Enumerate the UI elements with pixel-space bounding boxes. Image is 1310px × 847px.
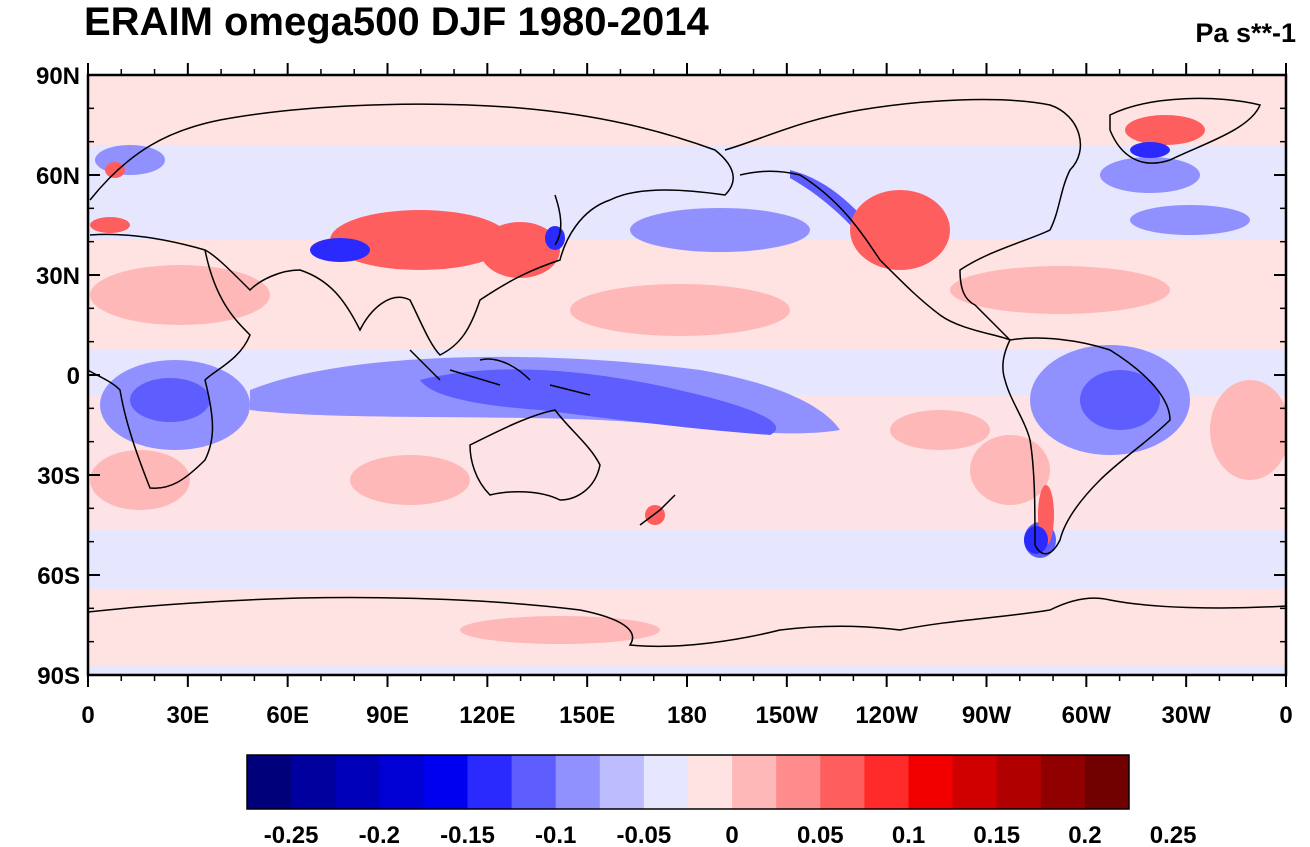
lat-tick-label: 30S: [37, 463, 80, 490]
colorbar-label: 0.25: [1150, 822, 1197, 847]
axis-ticks: [87, 63, 1287, 687]
map-title: ERAIM omega500 DJF 1980-2014: [84, 0, 709, 44]
colorbar-swatch: [952, 755, 998, 809]
lat-tick-label: 60N: [36, 163, 80, 190]
colorbar-swatch: [247, 755, 292, 809]
lon-tick-label: 150W: [755, 702, 818, 729]
colorbar-label: -0.15: [440, 822, 495, 847]
lat-tick-label: 60S: [37, 563, 80, 590]
coastlines: [88, 97, 1286, 648]
colorbar-label: 0.2: [1068, 822, 1101, 847]
colorbar-frame: [246, 754, 1130, 810]
lon-tick-label: 120W: [855, 702, 918, 729]
lon-tick-label: 30W: [1161, 702, 1211, 729]
lat-tick-label: 90S: [37, 663, 80, 690]
colorbar-swatch: [467, 755, 513, 809]
colorbar-swatch: [1084, 755, 1130, 809]
colorbar: -0.25 -0.2 -0.15 -0.1 -0.05 0 0.05 0.1 0.15 0.2 0.…: [246, 754, 1197, 847]
lon-tick-label: 150E: [559, 702, 615, 729]
colorbar-swatch: [688, 755, 733, 809]
subtropical-descent-regions: [90, 265, 1286, 644]
lat-tick-label: 0: [67, 363, 80, 390]
colorbar-swatch: [643, 755, 689, 809]
lon-tick-label: 180: [667, 702, 707, 729]
colorbar-label: -0.1: [535, 822, 576, 847]
colorbar-swatch: [732, 755, 777, 809]
colorbar-swatch: [555, 755, 601, 809]
southern-ocean-band: [88, 530, 1286, 590]
orographic-descent-streaks: [90, 115, 1205, 545]
lon-tick-label: 60E: [266, 702, 309, 729]
colorbar-label: 0.1: [892, 822, 925, 847]
map-plot-area: [88, 75, 1286, 675]
colorbar-swatch: [379, 755, 424, 809]
lon-tick-label: 60W: [1062, 702, 1112, 729]
colorbar-swatch: [1040, 755, 1086, 809]
colorbar-label: -0.2: [359, 822, 400, 847]
lon-tick-label: 120E: [459, 702, 515, 729]
lon-tick-label: 0: [1279, 702, 1292, 729]
colorbar-swatch: [291, 755, 336, 809]
units-label: Pa s**-1: [1195, 18, 1296, 48]
colorbar-swatch: [511, 755, 557, 809]
lon-tick-label: 0: [81, 702, 94, 729]
colorbar-label: -0.05: [617, 822, 672, 847]
lat-tick-label: 30N: [36, 263, 80, 290]
colorbar-swatch: [335, 755, 380, 809]
colorbar-swatch: [908, 755, 954, 809]
colorbar-label: 0.15: [973, 822, 1020, 847]
lat-tick-label: 90N: [36, 63, 80, 90]
colorbar-swatch: [864, 755, 909, 809]
colorbar-swatch: [423, 755, 468, 809]
colorbar-swatch: [599, 755, 645, 809]
lon-tick-label: 30E: [166, 702, 209, 729]
colorbar-swatch: [996, 755, 1042, 809]
colorbar-label: 0: [725, 822, 738, 847]
colorbar-label: -0.25: [264, 822, 319, 847]
colorbar-swatch: [776, 755, 821, 809]
lon-tick-label: 90E: [366, 702, 409, 729]
colorbar-label: 0.05: [797, 822, 844, 847]
colorbar-swatch: [820, 755, 865, 809]
lon-tick-label: 90W: [962, 702, 1012, 729]
